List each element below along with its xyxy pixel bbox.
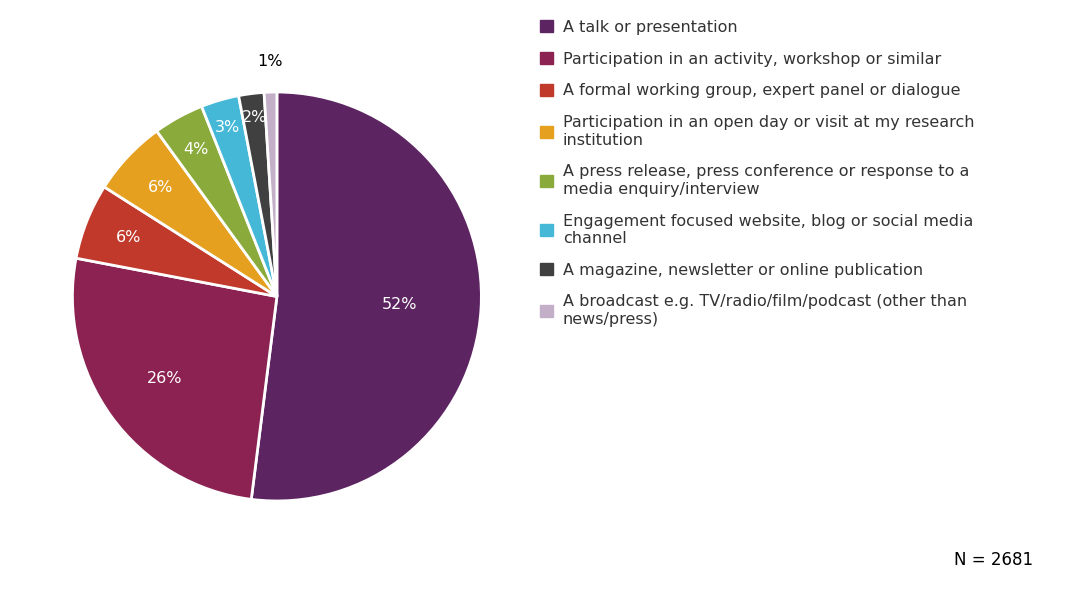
Wedge shape — [76, 187, 277, 296]
Text: 3%: 3% — [215, 120, 241, 135]
Text: 6%: 6% — [116, 230, 142, 246]
Wedge shape — [72, 258, 277, 499]
Legend: A talk or presentation, Participation in an activity, workshop or similar, A for: A talk or presentation, Participation in… — [540, 20, 974, 327]
Wedge shape — [251, 92, 481, 501]
Text: 26%: 26% — [147, 371, 182, 385]
Wedge shape — [157, 106, 277, 296]
Wedge shape — [239, 93, 277, 296]
Text: 1%: 1% — [257, 54, 282, 69]
Text: 52%: 52% — [381, 296, 417, 312]
Text: N = 2681: N = 2681 — [954, 551, 1033, 569]
Wedge shape — [264, 92, 277, 296]
Wedge shape — [104, 131, 277, 296]
Text: 4%: 4% — [183, 142, 209, 157]
Text: 2%: 2% — [242, 110, 267, 126]
Wedge shape — [201, 95, 277, 296]
Text: 6%: 6% — [148, 180, 174, 195]
